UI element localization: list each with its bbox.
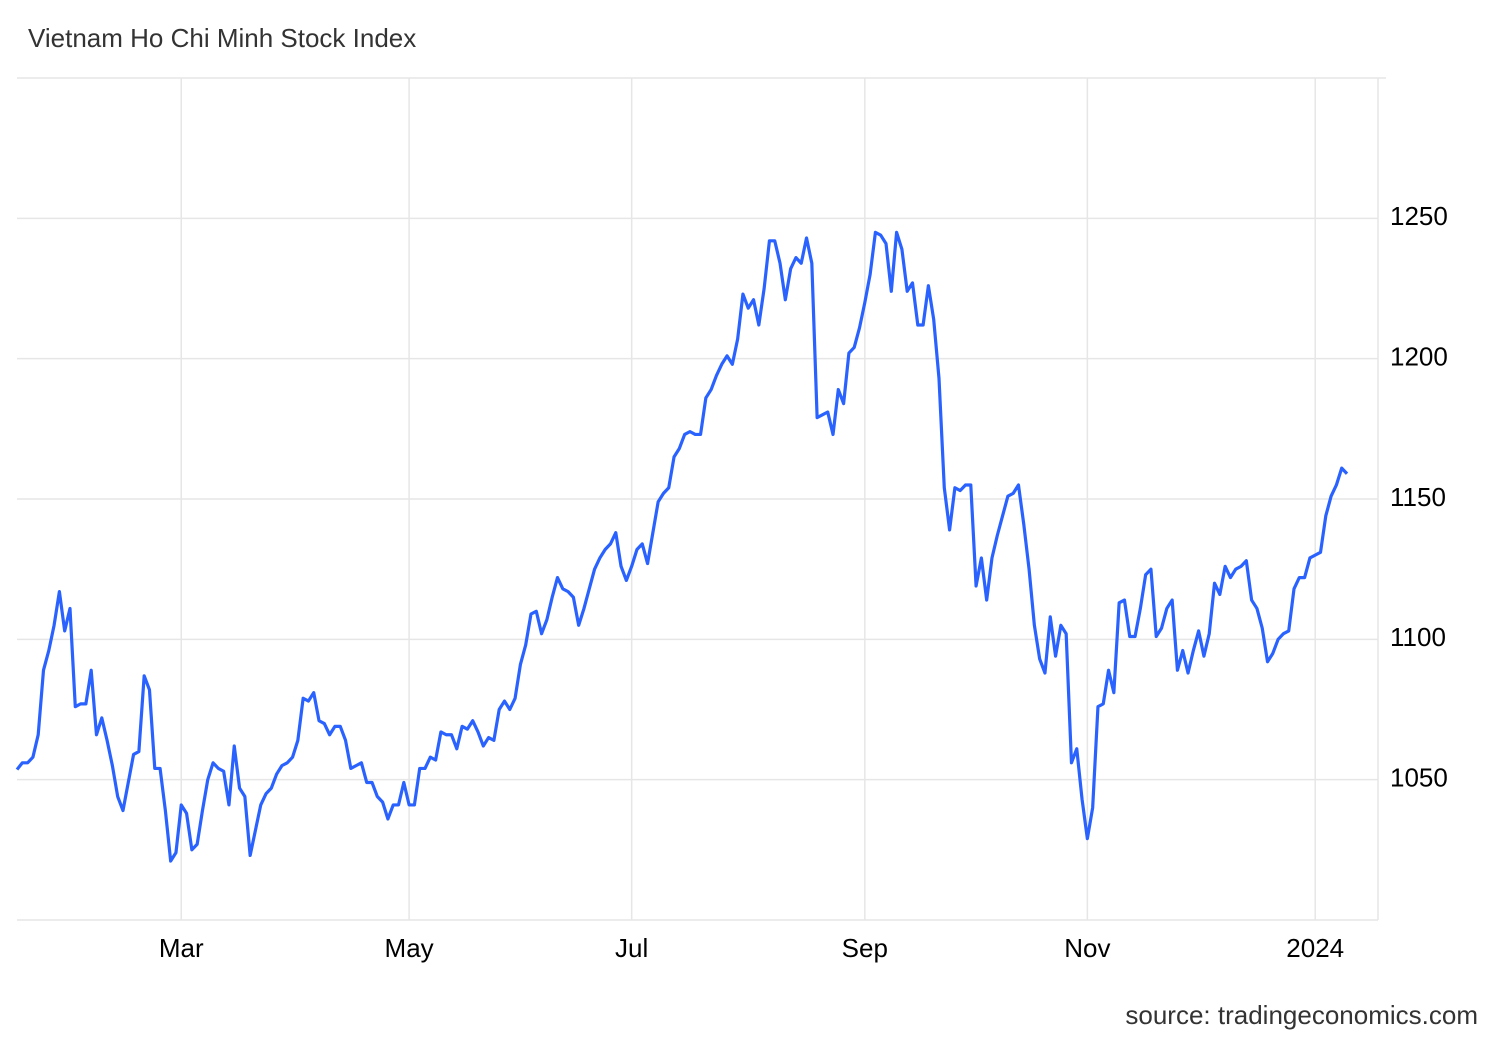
source: source: tradingeconomics.com [1125, 1000, 1478, 1030]
x-tick-label: 2024 [1286, 933, 1344, 963]
x-tick-label: Nov [1064, 933, 1110, 963]
x-tick-label: Jul [615, 933, 648, 963]
line [15, 230, 1349, 863]
y-tick-label: 1100 [1390, 622, 1446, 652]
x-tick-label: Sep [842, 933, 888, 963]
y-tick-label: 1150 [1390, 482, 1446, 512]
x-tick-label: Mar [159, 933, 204, 963]
y-tick-label: 1050 [1390, 763, 1448, 793]
y-tick-label: 1250 [1390, 201, 1448, 231]
x-tick-label: May [385, 933, 434, 963]
y-tick-label: 1200 [1390, 342, 1448, 372]
chart-title: Vietnam Ho Chi Minh Stock Index [28, 23, 416, 53]
